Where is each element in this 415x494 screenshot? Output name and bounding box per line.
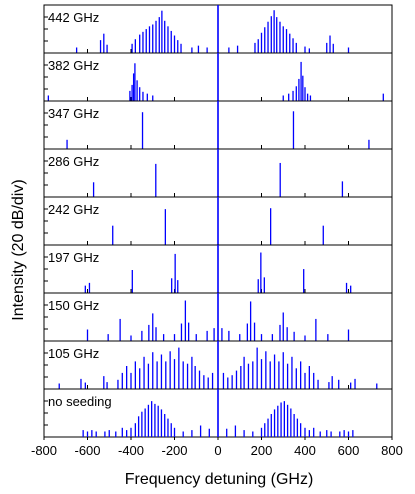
- spectra-panels: 442 GHz 382 GHz 347 GHz 286 GHz 242 GHz 197 G…: [43, 4, 393, 438]
- x-tick-label: -400: [118, 443, 144, 458]
- x-tick-label: 400: [294, 443, 316, 458]
- spectrum-panel: 442 GHz: [43, 4, 393, 54]
- spectrum-panel: 197 GHz: [43, 244, 393, 294]
- spectrum-panel: no seeding: [43, 388, 393, 438]
- spectrum-panel: 347 GHz: [43, 100, 393, 150]
- x-tick-label: -200: [161, 443, 187, 458]
- x-tick-label: 200: [251, 443, 273, 458]
- panel-label: 286 GHz: [48, 154, 99, 169]
- panel-label: 150 GHz: [48, 298, 99, 313]
- x-tick-label: -600: [74, 443, 100, 458]
- spectrum-panel: 105 GHz: [43, 340, 393, 390]
- panel-label: 442 GHz: [48, 10, 99, 25]
- spectrum-panel: 242 GHz: [43, 196, 393, 246]
- x-tick-label: 0: [214, 443, 221, 458]
- panel-label: 197 GHz: [48, 250, 99, 265]
- spectrum-panel: 382 GHz: [43, 52, 393, 102]
- panel-label: 242 GHz: [48, 202, 99, 217]
- x-axis-label: Frequency detuning (GHz): [125, 471, 314, 488]
- panel-label: 347 GHz: [48, 106, 99, 121]
- spectrum-panel: 286 GHz: [43, 148, 393, 198]
- panel-label: 382 GHz: [48, 58, 99, 73]
- x-tick-label: 800: [381, 443, 403, 458]
- panel-label: no seeding: [48, 394, 112, 409]
- panel-label: 105 GHz: [48, 346, 99, 361]
- x-tick-label: 600: [338, 443, 360, 458]
- spectrum-panel: 150 GHz: [43, 292, 393, 342]
- x-axis: -800 -600 -400 -200 0 200 400 600 800: [31, 437, 403, 458]
- x-tick-label: -800: [31, 443, 57, 458]
- y-axis-label: Intensity (20 dB/div): [10, 179, 27, 320]
